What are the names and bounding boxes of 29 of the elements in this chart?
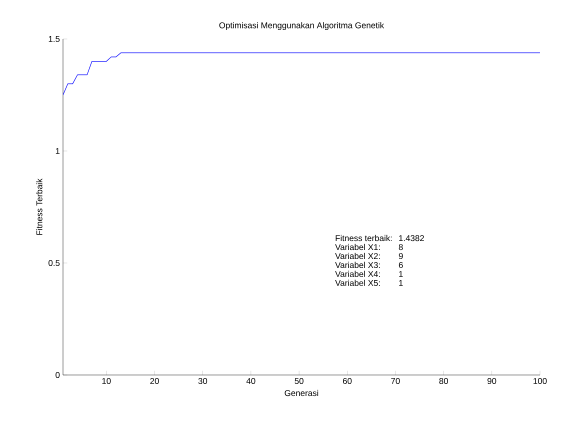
x-tick-label: 60 xyxy=(342,378,352,384)
y-axis-title: Fitness Terbaik xyxy=(36,178,42,235)
annotation: 6 xyxy=(398,262,403,268)
y-tick-label: 0 xyxy=(56,372,60,378)
x-tick-label: 100 xyxy=(534,378,547,384)
x-tick-label: 70 xyxy=(391,378,400,384)
x-tick-label: 80 xyxy=(439,378,448,384)
annotation: 1 xyxy=(399,280,403,286)
chart-title: Optimisasi Menggunakan Algoritma Genetik xyxy=(219,22,384,30)
annotation: 9 xyxy=(398,253,403,260)
x-axis-title: Generasi xyxy=(284,390,318,396)
annotation: 1 xyxy=(399,271,403,277)
annotation: Variabel X2: xyxy=(335,252,380,260)
y-tick-label: 1 xyxy=(56,148,60,154)
annotation: 1.4382 xyxy=(399,235,424,242)
annotation: 8 xyxy=(398,244,403,250)
y-tick-label: 1.5 xyxy=(48,36,60,42)
x-tick-label: 90 xyxy=(487,378,496,384)
x-tick-label: 50 xyxy=(294,378,304,384)
y-tick-label: 0.5 xyxy=(48,260,60,266)
annotation: Variabel X4: xyxy=(335,270,380,277)
x-tick-label: 30 xyxy=(198,378,208,384)
x-tick-label: 10 xyxy=(102,378,111,384)
annotation: Fitness terbaik: xyxy=(336,234,392,242)
x-tick-label: 20 xyxy=(150,378,159,384)
annotation: Variabel X1: xyxy=(335,244,380,250)
x-tick-label: 40 xyxy=(246,378,256,384)
annotation: Variabel X5: xyxy=(335,280,380,286)
annotation: Variabel X3: xyxy=(335,262,380,268)
